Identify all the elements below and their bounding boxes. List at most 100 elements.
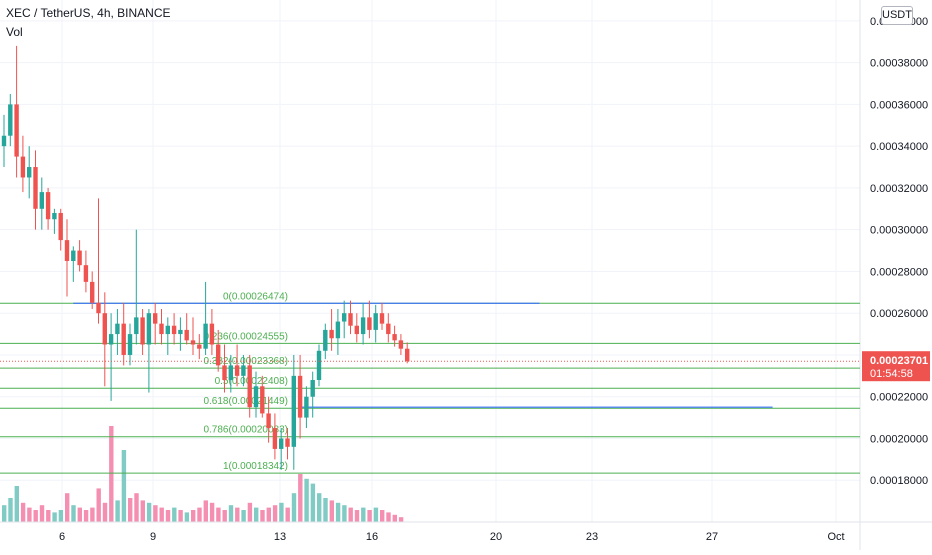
- volume-bar: [178, 510, 183, 522]
- volume-bar: [272, 505, 278, 522]
- volume-bar: [310, 483, 316, 522]
- volume-bar: [342, 505, 347, 522]
- volume-bar: [65, 493, 70, 522]
- candle-body: [102, 313, 107, 345]
- volume-bar: [39, 505, 45, 522]
- price-tick-label: 0.00020000: [870, 433, 928, 445]
- volume-bar: [209, 502, 215, 522]
- candle-body: [373, 313, 378, 330]
- volume-bar: [235, 507, 240, 522]
- volume-bar: [373, 507, 379, 522]
- fib-level-0.618-label: 0.618(0.00021449): [203, 396, 288, 407]
- volume-bar: [367, 510, 372, 522]
- candle-body: [190, 340, 196, 345]
- countdown-label: 01:54:58: [870, 368, 913, 380]
- candle-body: [39, 192, 44, 209]
- candle-body: [297, 375, 303, 418]
- volume-bar: [323, 498, 328, 522]
- volume-bar: [172, 507, 177, 522]
- time-tick-label: Oct: [827, 531, 844, 543]
- candle-body: [335, 321, 341, 339]
- price-tick-label: 0.00034000: [870, 141, 928, 153]
- fib-level-0.382-label: 0.382(0.00023368): [203, 356, 288, 367]
- candle-body: [209, 323, 215, 345]
- volume-bar: [203, 500, 208, 522]
- volume-bar: [291, 493, 297, 522]
- volume-bar: [2, 505, 7, 522]
- candle-body: [71, 250, 76, 261]
- candle-body: [171, 325, 177, 335]
- time-tick-label: 16: [366, 531, 378, 543]
- time-tick-label: 6: [59, 531, 65, 543]
- volume-bar: [14, 486, 19, 522]
- volume-bar: [184, 512, 190, 522]
- candle-body: [291, 375, 296, 447]
- candle-body: [354, 325, 359, 335]
- volume-label[interactable]: Vol: [6, 25, 23, 39]
- currency-button[interactable]: USDT: [881, 6, 913, 25]
- time-tick-label: 20: [490, 531, 502, 543]
- price-tick-label: 0.00022000: [870, 392, 928, 404]
- candle-body: [253, 386, 259, 408]
- candle-body: [360, 317, 366, 335]
- candle-body: [83, 265, 89, 282]
- candle-body: [316, 350, 322, 381]
- volume-bar: [146, 502, 152, 522]
- candle-body: [27, 167, 32, 178]
- candle-body: [153, 313, 158, 324]
- price-tick-label: 0.00018000: [870, 475, 928, 487]
- volume-bar: [58, 510, 64, 522]
- volume-bar: [121, 450, 127, 522]
- volume-bar: [254, 507, 259, 522]
- volume-bar: [27, 507, 32, 522]
- price-tick-label: 0.00032000: [870, 183, 928, 195]
- volume-bar: [266, 507, 271, 522]
- volume-bar: [102, 502, 108, 522]
- volume-bar: [115, 500, 120, 522]
- candle-body: [96, 302, 101, 314]
- price-tick-label: 0.00038000: [870, 58, 928, 70]
- trend-lines[interactable]: [73, 302, 773, 408]
- candle-body: [1, 135, 7, 147]
- candlesticks: [0, 45, 860, 470]
- candle-body: [285, 438, 290, 447]
- candle-body: [115, 323, 120, 335]
- time-tick-label: 23: [586, 531, 598, 543]
- fib-level-1-label: 1(0.00018342): [223, 461, 288, 472]
- candle-body: [178, 329, 183, 335]
- candle-body: [342, 313, 347, 322]
- candle-body: [127, 334, 133, 355]
- candle-body: [45, 192, 51, 220]
- fibonacci-retracement[interactable]: 0(0.00026474) 0.236(0.00024555) 0.382(0.00…: [0, 291, 860, 474]
- current-price-badge: [862, 351, 930, 382]
- time-tick-label: 27: [706, 531, 718, 543]
- time-tick-label: 9: [150, 531, 156, 543]
- symbol-title[interactable]: XEC / TetherUS, 4h, BINANCE: [6, 6, 171, 20]
- volume-bar: [354, 510, 360, 522]
- volume-bar: [46, 510, 51, 522]
- price-tick-label: 0.00026000: [870, 308, 928, 320]
- candle-body: [266, 413, 271, 429]
- candle-body: [159, 323, 164, 335]
- time-axis[interactable]: 6 9 13 16 20 23 27 Oct: [0, 521, 932, 543]
- candle-body: [8, 104, 13, 136]
- candle-body: [304, 396, 309, 418]
- candle-body: [52, 212, 57, 220]
- volume-bar: [241, 510, 246, 522]
- volume-bar: [159, 507, 164, 522]
- price-tick-label: 0.00030000: [870, 225, 928, 237]
- candle-body: [329, 329, 334, 339]
- candle-body: [323, 329, 328, 351]
- volume-bar: [77, 507, 82, 522]
- candle-body: [121, 323, 126, 355]
- volume-bar: [52, 512, 57, 522]
- candle-body: [197, 344, 202, 349]
- volume-bar: [134, 493, 139, 522]
- volume-bar: [33, 510, 38, 522]
- candle-body: [165, 325, 170, 335]
- candle-body: [279, 438, 284, 449]
- candle-body: [392, 334, 397, 341]
- price-axis[interactable]: 0.000400000.000380000.000360000.00034000…: [862, 16, 930, 487]
